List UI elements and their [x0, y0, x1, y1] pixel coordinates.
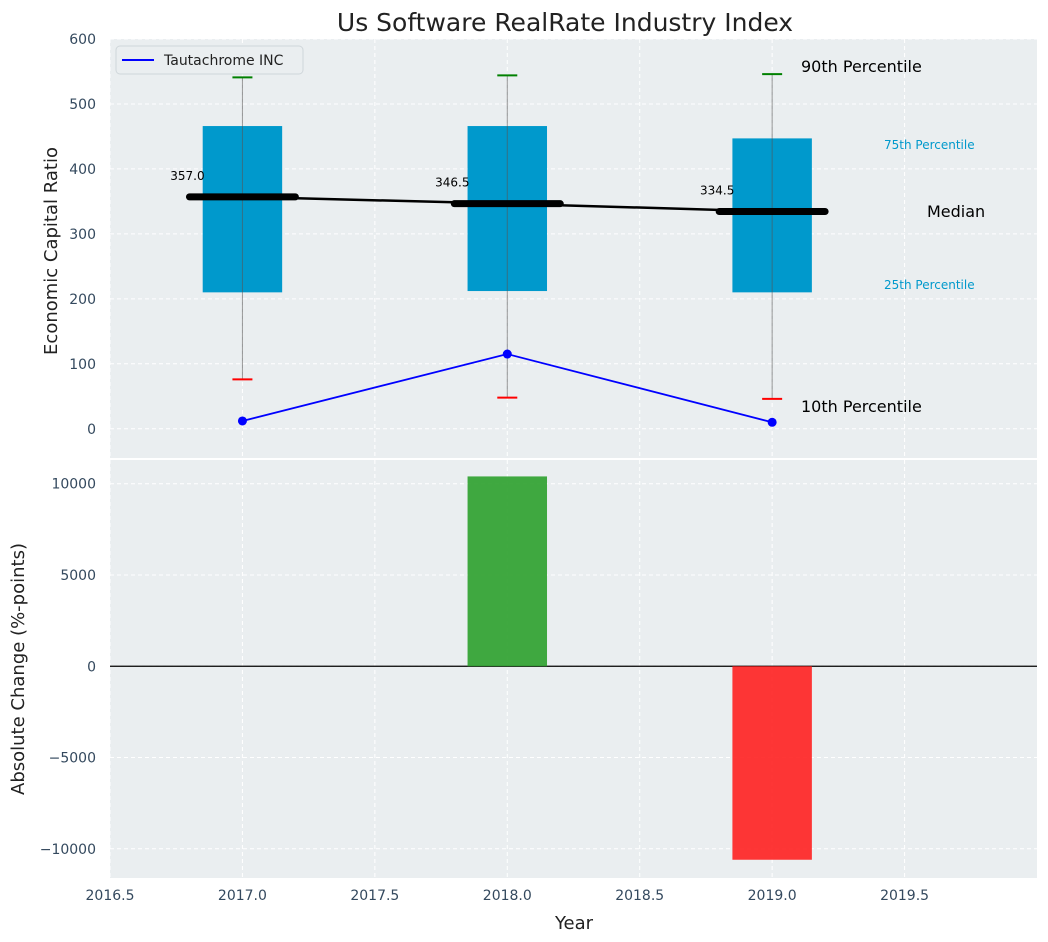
bottom-x-ticks: 2016.5 2017.0 2017.5 2018.0 2018.5 2019.0 2019… [86, 888, 930, 904]
x-tick-label: 2019.5 [880, 888, 929, 904]
x-tick-label: 2018.0 [483, 888, 532, 904]
top-y-tick-label: 600 [69, 32, 96, 48]
median-value-label: 357.0 [170, 169, 204, 183]
top-y-ticks: 0 100 200 300 400 500 600 [69, 32, 96, 438]
company-point [767, 417, 777, 427]
top-y-tick-label: 300 [69, 227, 96, 243]
bottom-y-axis-label: Absolute Change (%-points) [8, 543, 29, 795]
x-tick-label: 2019.0 [748, 888, 797, 904]
bottom-y-tick-label: −5000 [49, 751, 96, 767]
top-y-tick-label: 400 [69, 162, 96, 178]
x-tick-label: 2018.5 [615, 888, 664, 904]
top-marks: 357.0 346.5 334.5 [170, 73, 829, 427]
company-point [237, 416, 247, 426]
bottom-y-tick-label: 5000 [60, 568, 96, 584]
x-tick-label: 2017.0 [218, 888, 267, 904]
change-bar [732, 666, 812, 860]
company-point [502, 349, 512, 359]
bottom-panel: −10000 −5000 0 5000 10000 2016.5 2017.0 2017.5… [8, 460, 1037, 934]
bottom-panel-background [110, 460, 1037, 878]
bottom-marks [110, 476, 1037, 860]
top-y-axis-label: Economic Capital Ratio [41, 147, 62, 355]
median-value-label: 346.5 [435, 176, 469, 190]
x-tick-label: 2017.5 [350, 888, 399, 904]
annotation-25th: 25th Percentile [884, 278, 975, 292]
annotation-90th: 90th Percentile [801, 57, 922, 76]
top-panel: 0 100 200 300 400 500 600 357.0 346.5 334.5 Econ… [41, 32, 1037, 458]
change-bar [467, 476, 548, 667]
bottom-y-tick-label: 10000 [51, 477, 96, 493]
legend-entry: Tautachrome INC [163, 53, 284, 69]
top-y-tick-label: 500 [69, 97, 96, 113]
legend: Tautachrome INC [115, 45, 304, 75]
bottom-y-tick-label: 0 [87, 659, 96, 675]
top-y-tick-label: 0 [87, 422, 96, 438]
annotation-median: Median [927, 202, 985, 221]
chart-title: Us Software RealRate Industry Index [337, 8, 793, 37]
legend-box [115, 45, 304, 75]
bottom-y-ticks: −10000 −5000 0 5000 10000 [40, 477, 96, 858]
percentile-annotations: 90th Percentile 75th Percentile Median 2… [801, 57, 985, 416]
top-y-tick-label: 100 [69, 357, 96, 373]
x-tick-label: 2016.5 [86, 888, 135, 904]
annotation-10th: 10th Percentile [801, 397, 922, 416]
top-y-tick-label: 200 [69, 292, 96, 308]
annotation-75th: 75th Percentile [884, 138, 975, 152]
x-axis-label: Year [554, 913, 594, 934]
bottom-y-tick-label: −10000 [40, 842, 96, 858]
median-value-label: 334.5 [700, 183, 734, 197]
